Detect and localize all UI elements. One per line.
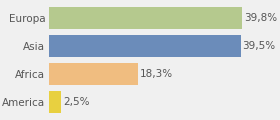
Text: 39,5%: 39,5% bbox=[242, 41, 276, 51]
Bar bbox=[49, 7, 242, 29]
Text: 18,3%: 18,3% bbox=[140, 69, 173, 79]
Bar bbox=[49, 63, 138, 85]
Bar bbox=[49, 91, 62, 113]
Text: 2,5%: 2,5% bbox=[63, 97, 90, 107]
Text: 39,8%: 39,8% bbox=[244, 13, 277, 23]
Bar bbox=[49, 35, 241, 57]
